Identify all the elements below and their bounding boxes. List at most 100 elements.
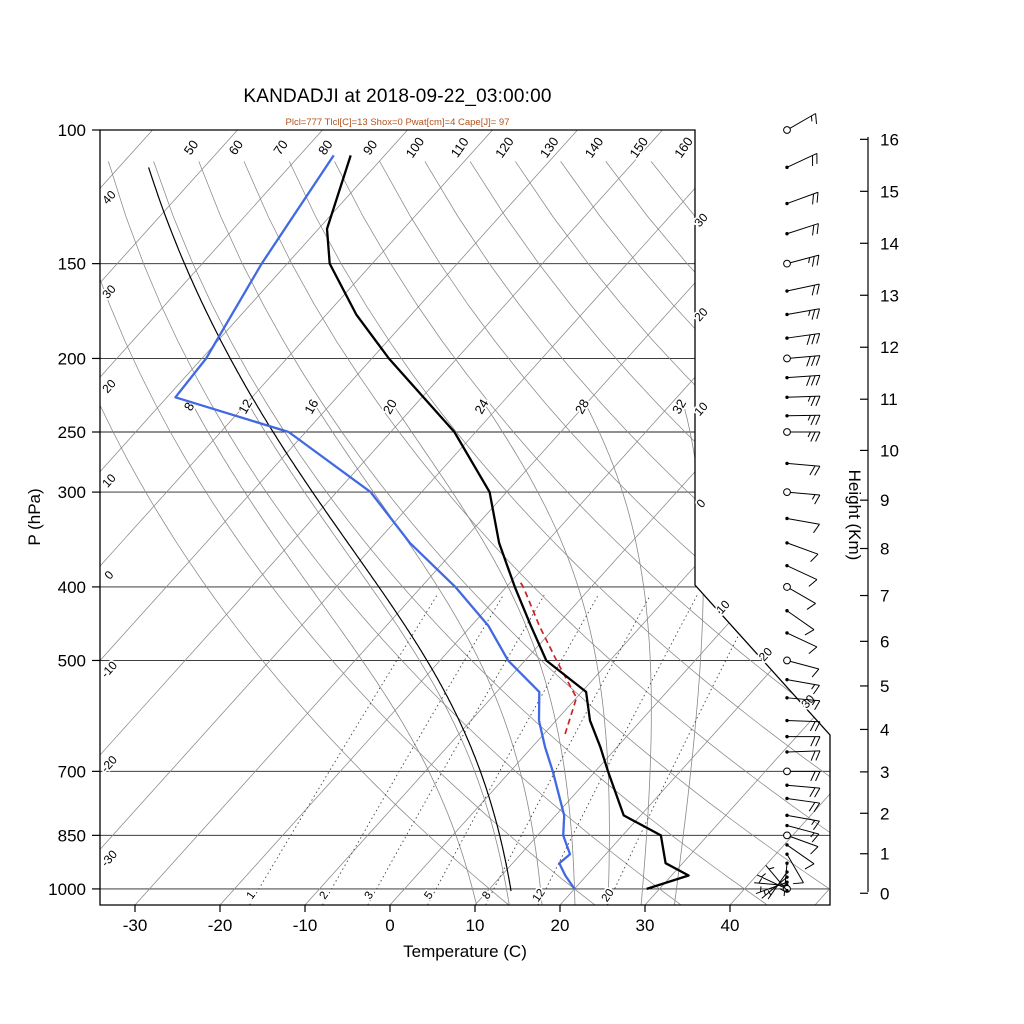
isotherm-line bbox=[100, 130, 493, 905]
dry-adiabat-line bbox=[605, 161, 830, 905]
moist-adiabat-line bbox=[674, 404, 704, 905]
mandatory-level-circle bbox=[783, 354, 791, 363]
mixing-ratio-label: 5 bbox=[422, 890, 436, 902]
isotherm-label-right: 10 bbox=[691, 399, 711, 419]
isotherm-line bbox=[559, 130, 830, 905]
level-dot bbox=[785, 861, 789, 865]
pressure-tick-label: 300 bbox=[58, 483, 86, 502]
dry-adiabat-label: 130 bbox=[537, 134, 562, 160]
dry-adiabat-line bbox=[741, 161, 830, 905]
height-tick-label: 14 bbox=[880, 234, 899, 253]
level-dot bbox=[785, 813, 789, 818]
height-tick-label: 0 bbox=[880, 884, 889, 903]
chart-title: KANDADJI at 2018-09-22_03:00:00 bbox=[243, 86, 552, 107]
moist-adiabat-line bbox=[392, 404, 576, 905]
level-dot bbox=[785, 783, 789, 787]
level-dot bbox=[785, 289, 789, 293]
level-dot bbox=[785, 541, 789, 545]
mandatory-level-circle bbox=[783, 831, 791, 840]
level-dot bbox=[785, 880, 789, 884]
isotherm-label-right: 20 bbox=[691, 305, 711, 325]
level-dot bbox=[785, 563, 789, 568]
moist-adiabat-label: 16 bbox=[301, 397, 321, 417]
mixing-ratio-label: 2 bbox=[317, 890, 331, 902]
level-dot bbox=[785, 696, 789, 700]
dry-adiabat-line bbox=[515, 161, 830, 905]
dry-adiabat-line bbox=[243, 161, 830, 905]
isotherm-label-right: 0 bbox=[694, 496, 709, 511]
pressure-tick-label: 500 bbox=[58, 651, 86, 670]
mixing-ratio-label: 12 bbox=[531, 887, 548, 904]
height-tick-label: 4 bbox=[880, 720, 889, 739]
dry-adiabat-label: 150 bbox=[626, 134, 651, 160]
dry-adiabat-line bbox=[108, 161, 682, 905]
moist-adiabat-line bbox=[314, 404, 543, 905]
pressure-tick-label: 150 bbox=[58, 255, 86, 274]
pressure-tick-label: 700 bbox=[58, 762, 86, 781]
level-dot bbox=[785, 232, 789, 236]
height-tick-label: 8 bbox=[880, 540, 889, 559]
isotherm-line bbox=[100, 130, 748, 905]
mixing-ratio-line bbox=[322, 594, 504, 905]
isotherm-line bbox=[644, 130, 830, 905]
level-dot bbox=[785, 312, 789, 317]
height-tick-label: 3 bbox=[880, 763, 889, 782]
dry-adiabat-line bbox=[560, 161, 830, 905]
level-dot bbox=[785, 414, 789, 418]
height-tick-label: 6 bbox=[880, 632, 889, 651]
isotherm-label-left: 40 bbox=[99, 187, 119, 207]
dry-adiabat-line bbox=[469, 161, 830, 905]
level-dot bbox=[785, 375, 789, 380]
height-tick-label: 7 bbox=[880, 587, 889, 606]
isotherm-label-right: 30 bbox=[691, 210, 711, 230]
level-dot bbox=[785, 395, 789, 399]
dry-adiabat-label: 110 bbox=[448, 135, 472, 161]
height-tick-label: 2 bbox=[880, 804, 889, 823]
dry-adiabat-line bbox=[100, 161, 510, 905]
moist-adiabat-label: 20 bbox=[380, 397, 400, 417]
height-tick-label: 11 bbox=[880, 390, 898, 409]
level-dot bbox=[785, 718, 789, 723]
temperature-axis-title: Temperature (C) bbox=[403, 942, 527, 961]
temperature-tick-label: 10 bbox=[466, 916, 485, 935]
isotherm-label-left: -30 bbox=[98, 847, 120, 869]
pressure-tick-label: 850 bbox=[58, 826, 86, 845]
mandatory-level-circle bbox=[783, 767, 791, 776]
pressure-tick-label: 250 bbox=[58, 423, 86, 442]
level-dot bbox=[785, 823, 789, 828]
dry-adiabat-label: 100 bbox=[403, 134, 428, 160]
dry-adiabat-label: 50 bbox=[181, 137, 202, 157]
isotherm-line bbox=[100, 130, 153, 905]
isotherm-label-left: -10 bbox=[98, 658, 120, 680]
mixing-ratio-label: 20 bbox=[600, 887, 617, 904]
isotherm-label-left: 10 bbox=[99, 471, 119, 491]
mandatory-level-circle bbox=[783, 428, 791, 436]
pressure-tick-label: 1000 bbox=[48, 880, 86, 899]
mixing-ratio-line bbox=[367, 594, 545, 905]
level-dot bbox=[785, 461, 789, 466]
height-tick-label: 1 bbox=[880, 845, 889, 864]
temperature-tick-label: -30 bbox=[123, 916, 148, 935]
dry-adiabat-label: 80 bbox=[315, 137, 336, 157]
level-dot bbox=[785, 165, 789, 170]
mixing-ratio-label: 1 bbox=[245, 890, 259, 902]
skewt-background-grid bbox=[100, 130, 830, 905]
dry-adiabat-line bbox=[100, 161, 596, 905]
pressure-tick-label: 400 bbox=[58, 578, 86, 597]
height-tick-label: 10 bbox=[880, 441, 899, 460]
dry-adiabat-line bbox=[334, 161, 830, 905]
dry-adiabat-label: 140 bbox=[582, 134, 607, 160]
mixing-ratio-line bbox=[427, 594, 599, 905]
height-tick-label: 9 bbox=[880, 491, 889, 510]
level-dot bbox=[785, 734, 789, 739]
parcel-curve bbox=[518, 579, 578, 735]
height-tick-label: 16 bbox=[880, 130, 899, 149]
level-dot bbox=[785, 516, 789, 521]
temperature-tick-label: -10 bbox=[293, 916, 318, 935]
height-tick-label: 5 bbox=[880, 677, 889, 696]
moist-adiabat-line bbox=[192, 404, 477, 905]
level-dot bbox=[785, 843, 789, 847]
temperature-curve bbox=[325, 155, 690, 890]
